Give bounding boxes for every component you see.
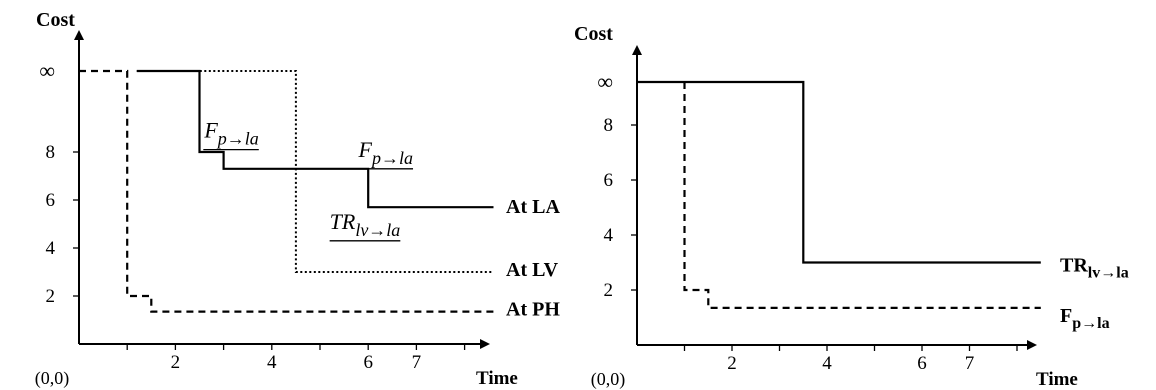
- y-tick-label: 8: [604, 115, 614, 136]
- y-axis-label: Cost: [36, 9, 75, 31]
- x-axis-arrow: [1027, 340, 1037, 350]
- chart-1: 2 4 6 7 2 4 6 8 ∞ Cost Time (0,0) At LA At LV At PH Fp→…: [35, 9, 561, 389]
- y-tick-label: 4: [46, 238, 56, 259]
- x-axis-label: Time: [1036, 369, 1078, 390]
- series-label: Fp→la: [1060, 305, 1110, 332]
- annotation-label: Fp→la: [358, 137, 413, 168]
- x-tick-label: 6: [917, 353, 927, 374]
- origin-label: (0,0): [35, 368, 70, 389]
- series-line-2: [136, 70, 494, 273]
- annotation-label: TRlv→la: [330, 209, 401, 240]
- series-label: At PH: [506, 299, 560, 321]
- y-tick-label: 2: [604, 280, 614, 301]
- y-axis-arrow: [632, 45, 642, 55]
- x-tick-label: 2: [727, 353, 737, 374]
- y-infinity-label: ∞: [597, 69, 613, 94]
- y-tick-label: 4: [604, 225, 614, 246]
- x-tick-label: 7: [965, 353, 975, 374]
- annotation-label: Fp→la: [203, 118, 258, 149]
- series-label: At LV: [506, 259, 559, 281]
- chart-2: 2 4 6 7 2 4 6 8 ∞ Cost Time (0,0) TRlv→la Fp→la: [574, 23, 1129, 390]
- y-tick-label: 6: [604, 170, 614, 191]
- series-line-1: [136, 69, 494, 209]
- series-label: At LA: [506, 196, 560, 218]
- series-line-3: [79, 69, 494, 313]
- series-label: TRlv→la: [1060, 255, 1129, 282]
- y-axis-label: Cost: [574, 23, 613, 45]
- x-axis-label: Time: [476, 368, 518, 389]
- series-line-2: [683, 82, 1041, 309]
- x-tick-label: 7: [412, 352, 422, 373]
- y-tick-label: 2: [46, 286, 56, 307]
- x-axis-arrow: [480, 339, 490, 349]
- y-tick-label: 8: [46, 142, 56, 163]
- y-infinity-label: ∞: [39, 58, 55, 83]
- y-tick-label: 6: [46, 190, 56, 211]
- x-tick-label: 2: [171, 352, 181, 373]
- x-tick-label: 4: [267, 352, 277, 373]
- series-line-1: [637, 80, 1041, 264]
- x-tick-label: 4: [822, 353, 832, 374]
- origin-label: (0,0): [591, 369, 626, 390]
- y-axis-arrow: [74, 30, 84, 40]
- x-tick-label: 6: [363, 352, 373, 373]
